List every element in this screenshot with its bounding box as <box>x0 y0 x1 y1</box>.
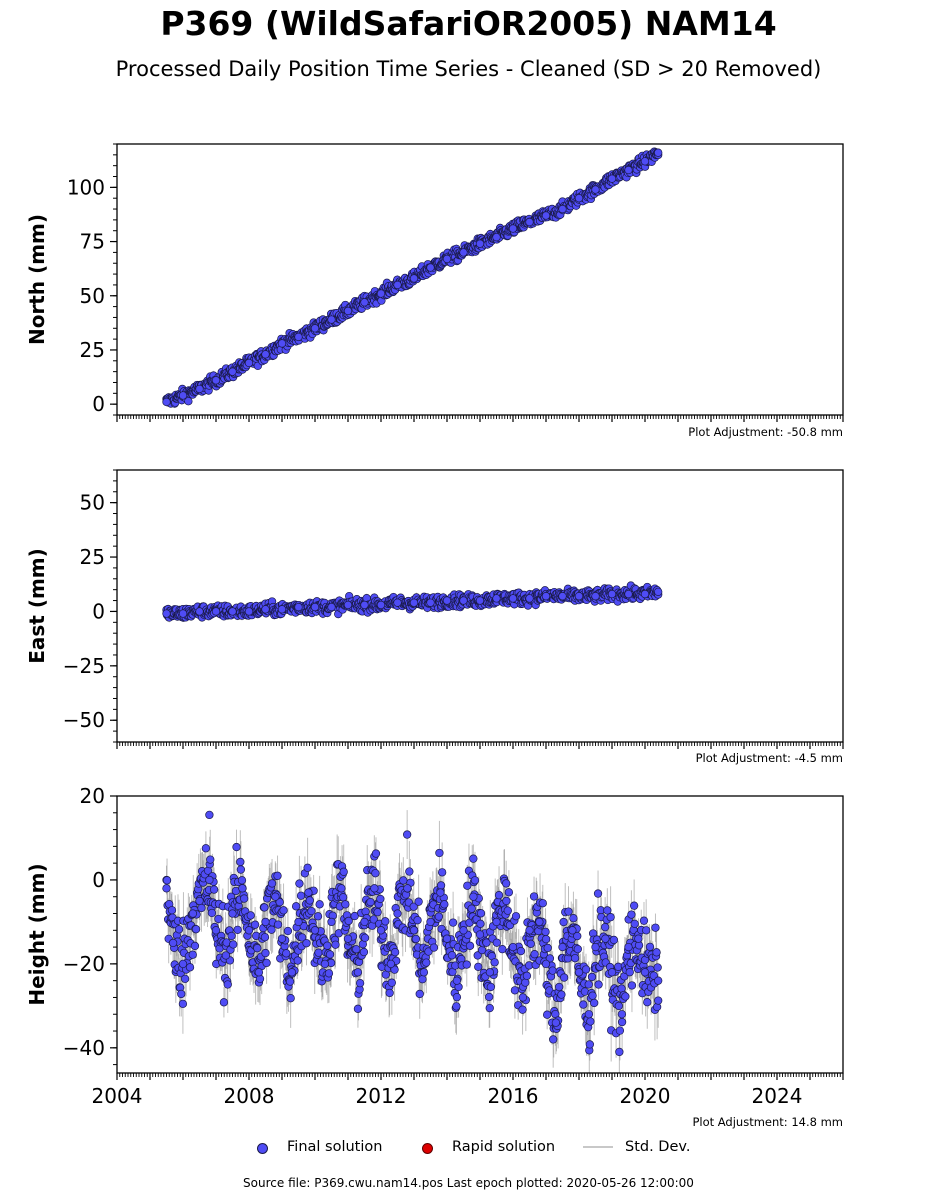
y-tick-label: 75 <box>80 230 105 254</box>
data-point <box>654 587 663 597</box>
data-point <box>327 602 336 612</box>
y-tick-label: 25 <box>80 338 105 362</box>
data-point <box>310 324 320 333</box>
chart-subtitle: Processed Daily Position Time Series - C… <box>115 57 822 81</box>
data-point <box>558 592 567 601</box>
data-layer-1 <box>162 581 663 623</box>
data-layer-0 <box>162 147 663 409</box>
data-point <box>574 592 584 601</box>
data-point <box>376 600 386 610</box>
data-point <box>475 239 485 248</box>
data-point <box>640 589 650 599</box>
data-point <box>654 148 663 157</box>
data-point <box>525 594 534 603</box>
data-point <box>178 609 188 618</box>
data-point <box>360 298 369 307</box>
chart-title: P369 (WildSafariOR2005) NAM14 <box>160 4 777 43</box>
data-point <box>294 332 303 342</box>
y-tick-label: 25 <box>80 545 105 569</box>
data-point <box>508 224 518 233</box>
data-point <box>294 602 303 612</box>
y-tick-label: 0 <box>92 599 105 623</box>
data-point <box>261 350 270 359</box>
data-point <box>327 315 336 324</box>
data-point <box>343 306 353 316</box>
data-point <box>624 589 633 599</box>
data-point <box>310 602 320 612</box>
data-point <box>211 376 221 385</box>
data-point <box>244 358 254 368</box>
data-point <box>360 600 369 610</box>
data-point <box>195 607 204 616</box>
data-point <box>393 280 402 290</box>
y-tick-label: 0 <box>92 392 105 416</box>
plot-adjustment-label: Plot Adjustment: -4.5 mm <box>696 751 843 765</box>
data-point <box>393 598 402 607</box>
data-layer-2 <box>162 810 663 1073</box>
data-point <box>459 248 468 257</box>
data-point <box>574 194 584 203</box>
data-point <box>525 217 534 227</box>
data-point <box>442 254 452 264</box>
data-point <box>409 274 419 283</box>
data-point <box>343 600 353 610</box>
data-point <box>426 263 435 272</box>
data-point <box>277 605 287 614</box>
data-point <box>277 339 287 348</box>
y-tick-label: −25 <box>63 654 105 678</box>
data-point <box>409 598 419 607</box>
data-point <box>162 609 171 618</box>
data-point <box>541 211 551 220</box>
data-point <box>195 384 204 394</box>
data-point <box>426 598 435 607</box>
data-point <box>607 589 617 599</box>
data-point <box>558 204 567 214</box>
data-point <box>508 594 518 603</box>
data-point <box>591 185 600 194</box>
data-point <box>459 596 468 605</box>
y-tick-label: 50 <box>80 284 105 308</box>
data-point <box>492 233 501 242</box>
data-point <box>624 165 633 175</box>
data-point <box>184 397 193 406</box>
data-point <box>211 607 221 616</box>
y-axis-label: North (mm) <box>25 214 49 345</box>
data-point <box>261 605 270 614</box>
data-point <box>591 592 600 601</box>
data-point <box>162 397 171 407</box>
y-tick-label: 50 <box>80 491 105 515</box>
data-point <box>640 157 650 166</box>
y-tick-label: 100 <box>67 175 105 199</box>
data-point <box>541 592 551 601</box>
data-point <box>376 289 386 298</box>
y-axis-label: East (mm) <box>25 548 49 664</box>
data-point <box>475 596 485 605</box>
data-point <box>244 607 254 616</box>
data-point <box>178 391 188 400</box>
data-point <box>442 596 452 605</box>
data-point <box>228 367 237 376</box>
data-point <box>228 607 237 616</box>
y-tick-label: −50 <box>63 708 105 732</box>
data-point <box>607 174 617 183</box>
plot-adjustment-label: Plot Adjustment: -50.8 mm <box>688 425 843 439</box>
data-point <box>492 594 501 603</box>
